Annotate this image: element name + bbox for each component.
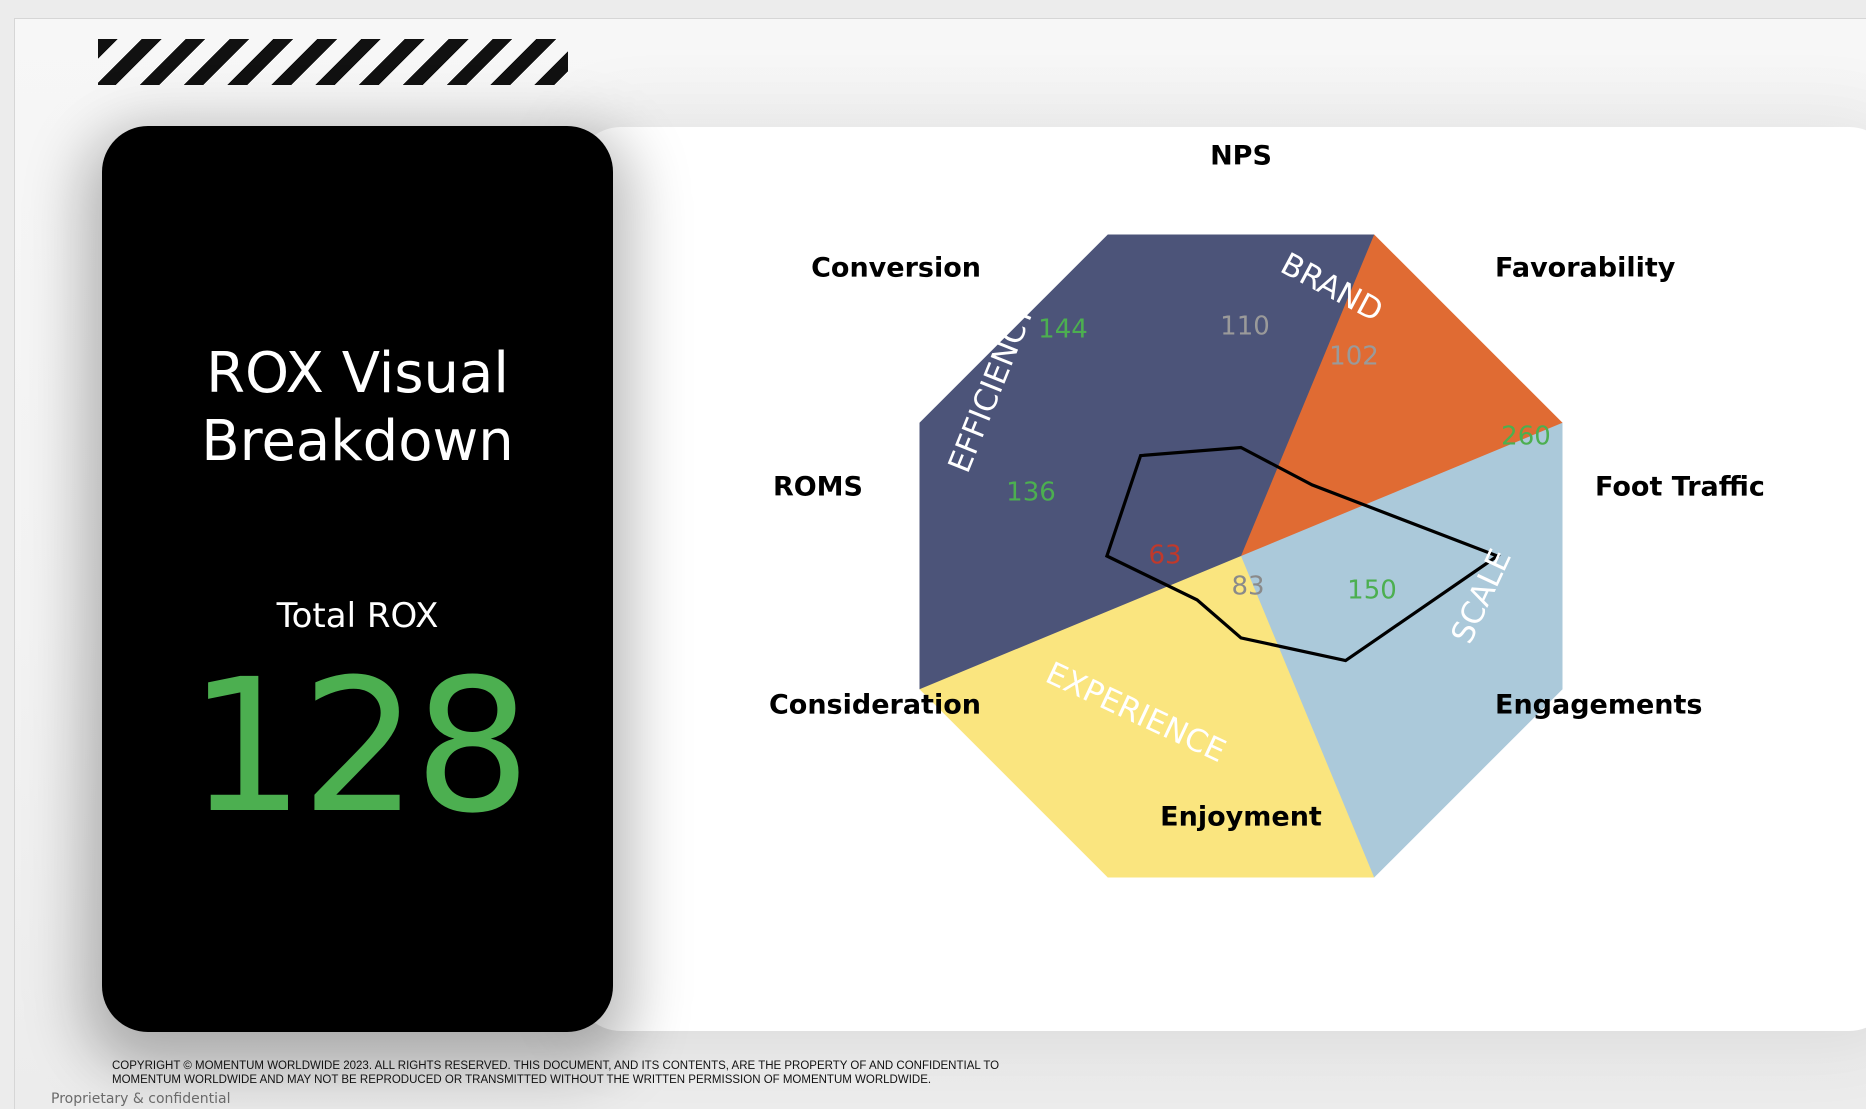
sector-efficiency: [919, 234, 1375, 690]
axis-label-conversion: Conversion: [811, 253, 981, 284]
value-label-consideration: 63: [1148, 541, 1181, 571]
copyright-notice: COPYRIGHT © MOMENTUM WORLDWIDE 2023. ALL…: [112, 1060, 1000, 1086]
axis-label-enjoyment: Enjoyment: [1160, 802, 1322, 833]
axis-label-foot-traffic: Foot Traffic: [1595, 472, 1765, 503]
value-label-foot-traffic: 260: [1501, 422, 1551, 452]
slide-title: ROX Visual Breakdown: [201, 341, 514, 474]
rox-data-polygon: [1104, 445, 1501, 663]
axis-label-nps: NPS: [1210, 141, 1272, 172]
value-label-enjoyment: 83: [1231, 572, 1264, 602]
axis-label-roms: ROMS: [773, 472, 863, 503]
slide: ROX Visual Breakdown Total ROX 128 NPS Fa…: [14, 18, 1866, 1109]
value-label-nps: 110: [1220, 312, 1270, 342]
confidential-label: Proprietary & confidential: [51, 1091, 231, 1107]
axis-label-consideration: Consideration: [769, 690, 981, 721]
striped-banner-decoration: [98, 39, 568, 85]
total-rox-value: 128: [187, 640, 531, 854]
value-label-favorability: 102: [1329, 342, 1379, 372]
axis-label-engagements: Engagements: [1495, 690, 1703, 721]
total-rox-label: Total ROX: [276, 596, 439, 636]
value-label-conversion: 144: [1038, 315, 1088, 345]
title-card: ROX Visual Breakdown Total ROX 128: [102, 126, 613, 1032]
value-label-roms: 136: [1006, 478, 1056, 508]
value-label-engagements: 150: [1347, 576, 1397, 606]
axis-label-favorability: Favorability: [1495, 253, 1676, 284]
rox-radar-chart: NPS Favorability Foot Traffic Engagements En…: [769, 141, 1765, 878]
